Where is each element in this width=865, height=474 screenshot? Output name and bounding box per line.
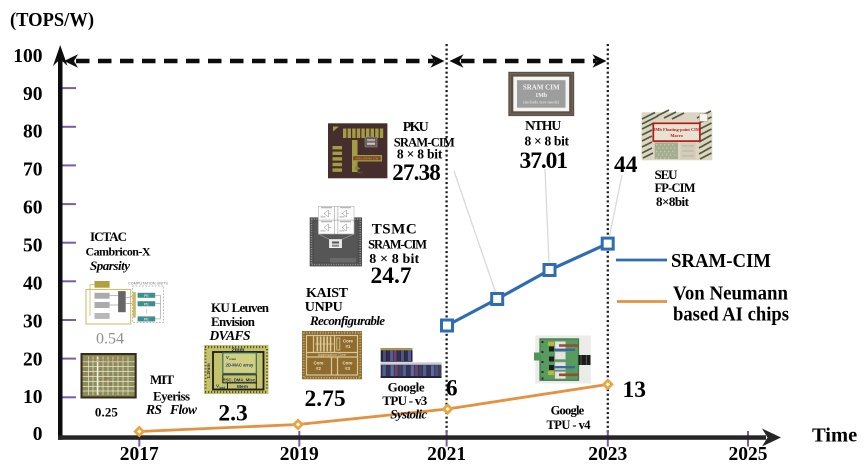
svg-text:PE: PE [144,317,149,321]
svg-text:2D-MAC array: 2D-MAC array [226,363,254,368]
svg-text:TPU - v3: TPU - v3 [382,393,427,408]
svg-text:NTHU: NTHU [525,118,561,133]
svg-text:Core: Core [342,361,353,366]
svg-text:V: V [216,384,220,389]
svg-text:SRAM-CIM: SRAM-CIM [368,237,427,251]
svg-text:PE: PE [144,302,149,306]
svg-text:1.2mm: 1.2mm [206,363,212,378]
svg-text:8 × 8 bit: 8 × 8 bit [397,147,443,162]
svg-text:Reconfigurable: Reconfigurable [309,313,385,328]
svg-text:1Mb: 1Mb [535,93,548,99]
svg-text:based AI chips: based AI chips [673,304,789,326]
svg-text:2.75: 2.75 [304,386,345,412]
svg-text:KAIST: KAIST [306,286,349,301]
svg-text:SRAM CIM: SRAM CIM [523,84,560,92]
svg-text:6: 6 [446,375,458,401]
svg-text:Time: Time [812,425,857,447]
svg-text:#2: #2 [316,366,321,371]
svg-text:RSC, DMA, Misc.: RSC, DMA, Misc. [223,377,257,382]
svg-text:KU Leuven: KU Leuven [211,300,270,315]
svg-text:8 × 8 bit: 8 × 8 bit [369,252,419,267]
svg-text:MIT: MIT [150,372,174,387]
svg-text:Aggregation Core: Aggregation Core [318,353,346,357]
svg-text:TSMC: TSMC [372,221,417,237]
svg-text:load: load [219,386,225,390]
svg-text:ICTAC: ICTAC [90,229,127,244]
svg-text:0.54: 0.54 [96,331,124,348]
svg-text:SRAM-CIM: SRAM-CIM [671,250,771,272]
svg-text:24.7: 24.7 [370,263,411,289]
svg-text:90: 90 [23,84,43,105]
svg-text:Google: Google [551,404,585,418]
svg-text:TPU - v4: TPU - v4 [547,418,592,432]
svg-text:Buffer: Buffer [87,358,94,362]
svg-text:Mem: Mem [237,384,248,390]
svg-text:100: 100 [13,46,42,67]
svg-text:13: 13 [623,377,647,403]
svg-text:8×8bit: 8×8bit [656,194,690,209]
svg-text:SEU: SEU [655,167,679,182]
svg-text:DVAFS: DVAFS [209,328,251,343]
svg-text:Cambricon-X: Cambricon-X [86,244,151,258]
svg-text:0.25: 0.25 [95,405,119,420]
svg-text:60: 60 [23,198,43,219]
svg-text:20: 20 [23,350,43,371]
svg-text:30: 30 [23,312,43,333]
svg-text:UNPU: UNPU [305,300,343,315]
svg-text:8Mb Floating-point CIM: 8Mb Floating-point CIM [653,127,701,132]
svg-text:RS Flow: RS Flow [145,402,198,417]
svg-text:SRAM-CIM: SRAM-CIM [394,135,455,149]
svg-text:0: 0 [33,424,43,445]
svg-text:#1: #1 [346,344,351,349]
svg-text:Von Neumann: Von Neumann [673,283,789,305]
svg-text:80: 80 [23,122,43,143]
svg-text:2.3: 2.3 [218,400,247,426]
svg-text:PKU: PKU [403,120,429,135]
svg-text:8 × 8 bit: 8 × 8 bit [525,133,570,148]
svg-text:44: 44 [614,152,638,178]
svg-text:37.01: 37.01 [520,148,569,174]
svg-text:50: 50 [23,236,43,257]
svg-text:FP-CIM: FP-CIM [655,181,696,195]
svg-text:Google: Google [388,380,425,395]
svg-text:70: 70 [23,160,43,181]
svg-text:Envision: Envision [211,314,256,329]
svg-text:PE Array (168 PEs): PE Array (168 PEs) [94,359,125,363]
svg-text:(TOPS/W): (TOPS/W) [10,9,94,31]
svg-text:PKU: PKU [357,171,362,175]
svg-text:2017: 2017 [120,444,159,465]
svg-text:Core: Core [313,361,324,366]
svg-text:#3: #3 [345,366,350,371]
svg-text:sram: sram [229,357,237,361]
svg-text:(include test-mode): (include test-mode) [523,100,560,105]
svg-text:Systolic: Systolic [390,406,427,421]
svg-text:Sparsity: Sparsity [90,258,130,273]
svg-text:COMPUTATION UNITS: COMPUTATION UNITS [128,282,168,286]
svg-text:V: V [226,355,229,360]
svg-text:2023: 2023 [588,444,627,465]
svg-text:2025: 2025 [729,444,768,465]
svg-text:PE: PE [144,294,149,298]
svg-text:Eyeriss: Eyeriss [153,388,190,403]
svg-text:64Kb SRAM CIM: 64Kb SRAM CIM [355,156,378,160]
svg-text:2019: 2019 [280,444,319,465]
svg-text:27.38: 27.38 [392,160,441,185]
svg-text:40: 40 [23,274,43,295]
svg-text:2021: 2021 [427,444,466,465]
svg-text:10: 10 [23,387,43,408]
svg-text:Macro: Macro [670,133,683,138]
svg-text:Core: Core [343,339,354,344]
svg-text:2mm: 2mm [232,348,245,354]
svg-text:|: | [146,310,147,315]
